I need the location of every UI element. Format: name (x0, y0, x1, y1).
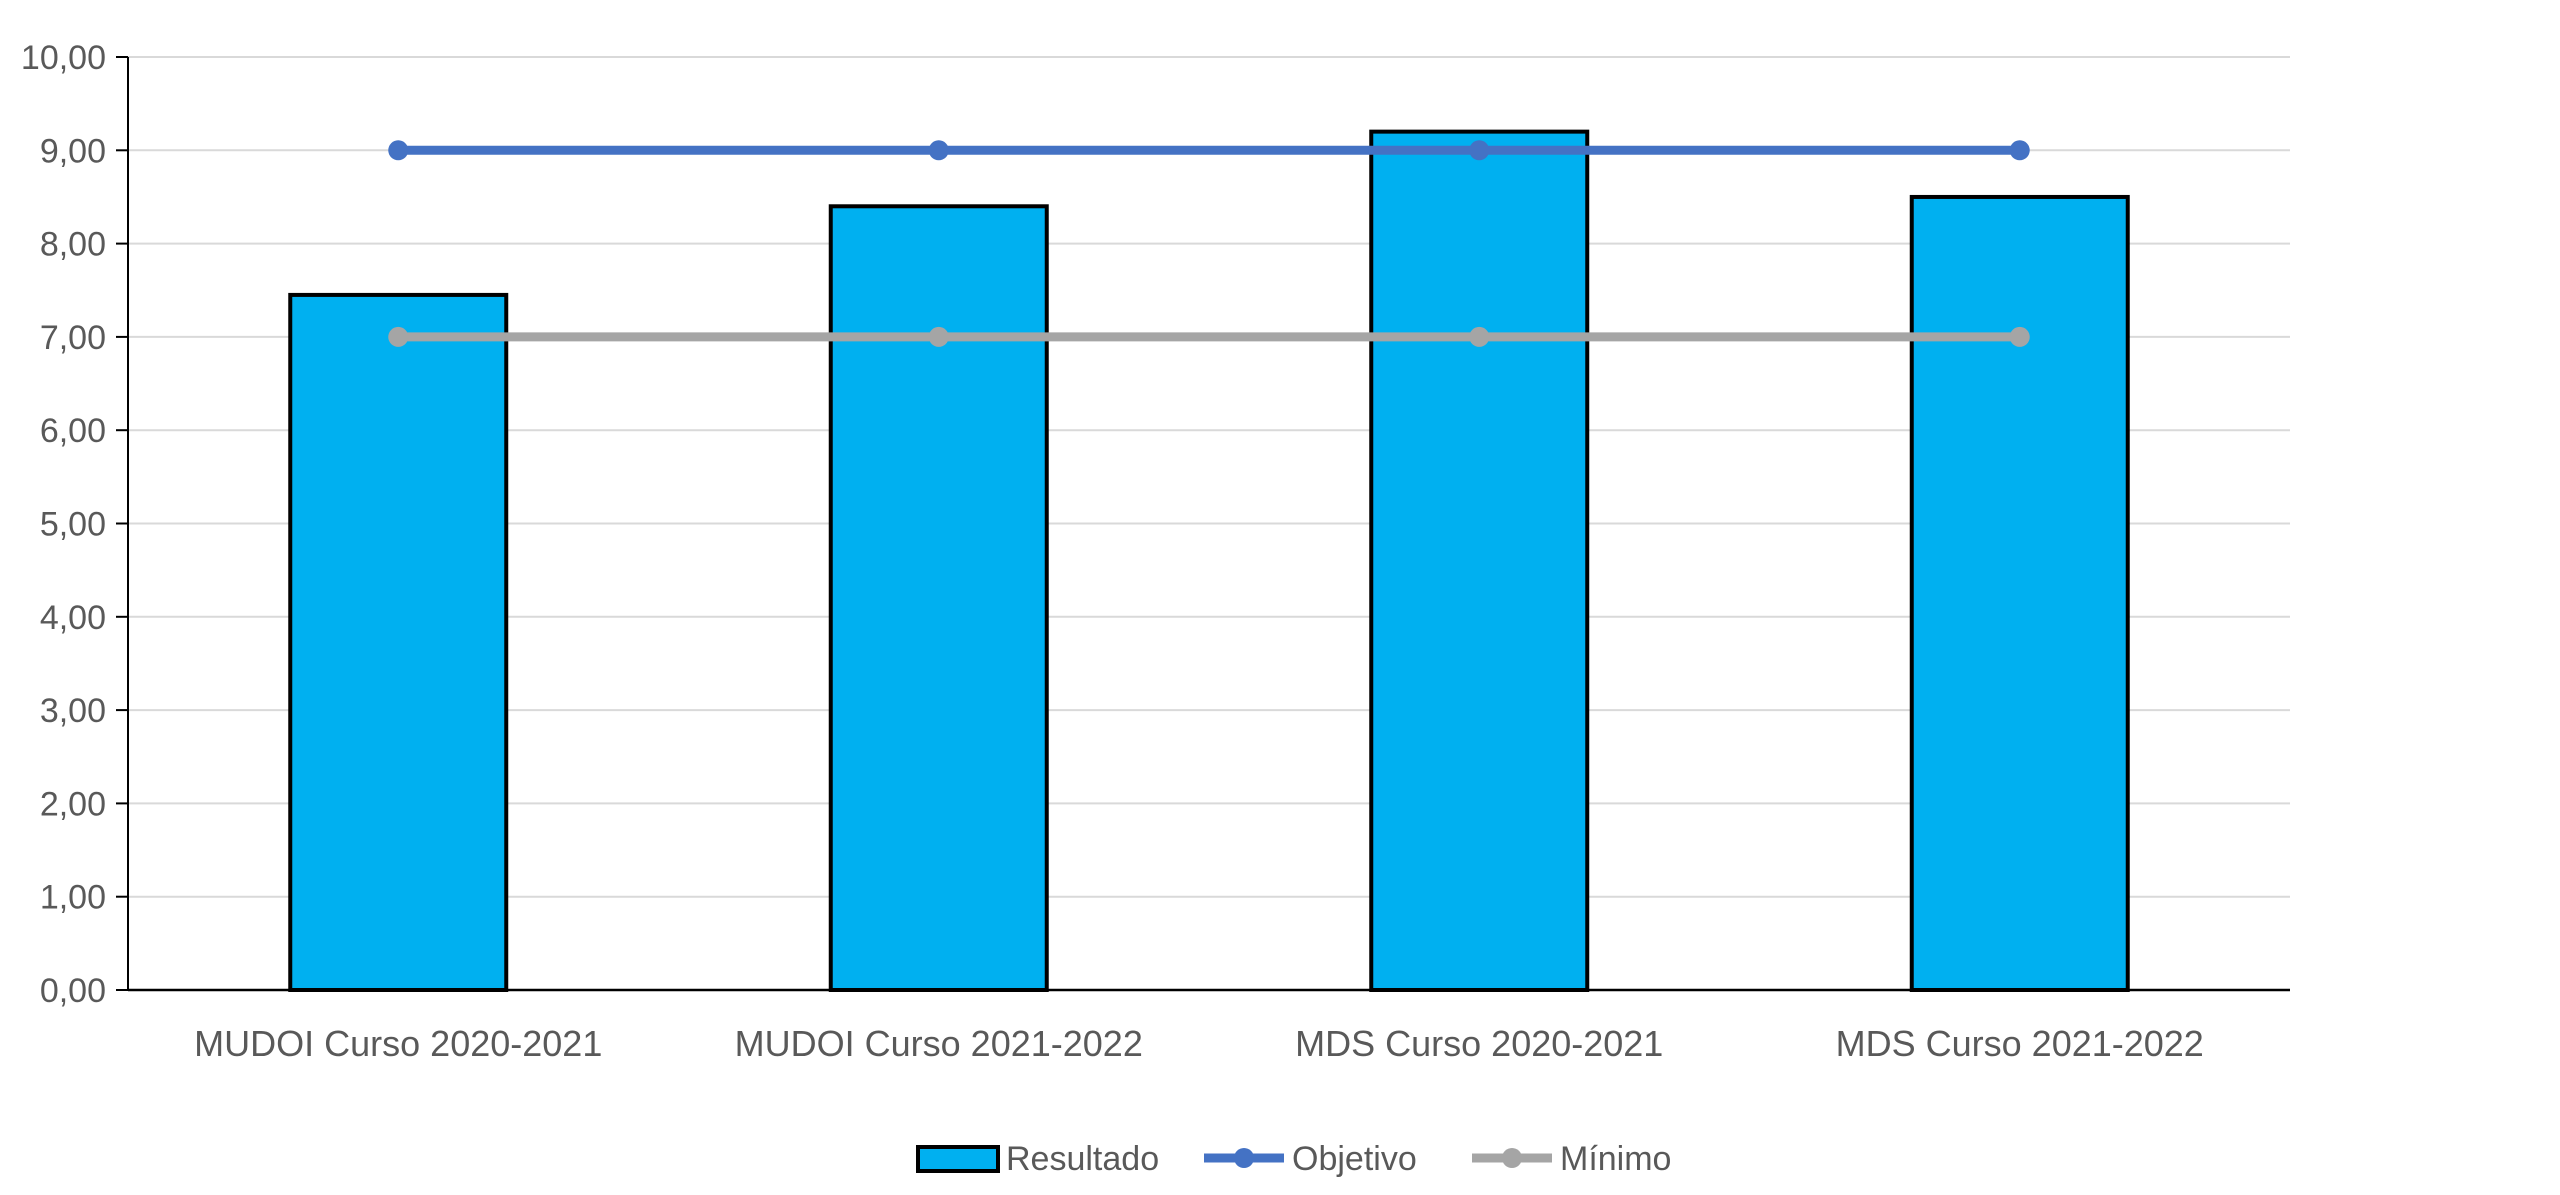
x-category-label: MUDOI Curso 2020-2021 (194, 1023, 602, 1064)
legend-marker-minimo (1502, 1148, 1522, 1168)
axes (116, 56, 2290, 992)
y-tick-label: 10,00 (21, 39, 106, 77)
legend-label-minimo: Mínimo (1560, 1140, 1671, 1178)
bar-resultado (1369, 129, 1590, 992)
point-minimo (928, 326, 949, 347)
line-series (388, 140, 2030, 347)
y-tick-label: 2,00 (40, 785, 106, 823)
x-category-label: MUDOI Curso 2021-2022 (735, 1023, 1143, 1064)
point-minimo (2009, 326, 2030, 347)
point-objetivo (1469, 140, 1490, 161)
y-tick-label: 8,00 (40, 226, 106, 264)
x-category-label: MDS Curso 2021-2022 (1836, 1023, 2204, 1064)
bar-resultado (1909, 194, 2130, 992)
y-tick-label: 4,00 (40, 599, 106, 637)
x-category-label: MDS Curso 2020-2021 (1295, 1023, 1663, 1064)
legend: Resultado Objetivo Mínimo (916, 1140, 1671, 1178)
y-tick-label: 0,00 (40, 972, 106, 1010)
point-objetivo (388, 140, 409, 161)
point-minimo (388, 326, 409, 347)
point-objetivo (928, 140, 949, 161)
bar-series (288, 129, 2130, 993)
y-axis-tick-labels: 0,00 1,00 2,00 3,00 4,00 5,00 6,00 7,00 8,00 9,00… (21, 39, 106, 1010)
bar-resultado (288, 292, 509, 993)
y-tick-label: 6,00 (40, 412, 106, 450)
x-axis-category-labels: MUDOI Curso 2020-2021 MUDOI Curso 2021-20… (194, 1023, 2204, 1064)
legend-swatch-resultado (916, 1145, 1000, 1173)
legend-marker-objetivo (1234, 1148, 1254, 1168)
y-tick-label: 9,00 (40, 132, 106, 170)
point-minimo (1469, 326, 1490, 347)
point-objetivo (2009, 140, 2030, 161)
bar-resultado (828, 204, 1049, 992)
legend-label-resultado: Resultado (1006, 1140, 1159, 1178)
y-tick-label: 5,00 (40, 506, 106, 544)
legend-label-objetivo: Objetivo (1292, 1140, 1417, 1178)
y-tick-label: 3,00 (40, 692, 106, 730)
y-tick-label: 1,00 (40, 879, 106, 917)
y-tick-label: 7,00 (40, 319, 106, 357)
